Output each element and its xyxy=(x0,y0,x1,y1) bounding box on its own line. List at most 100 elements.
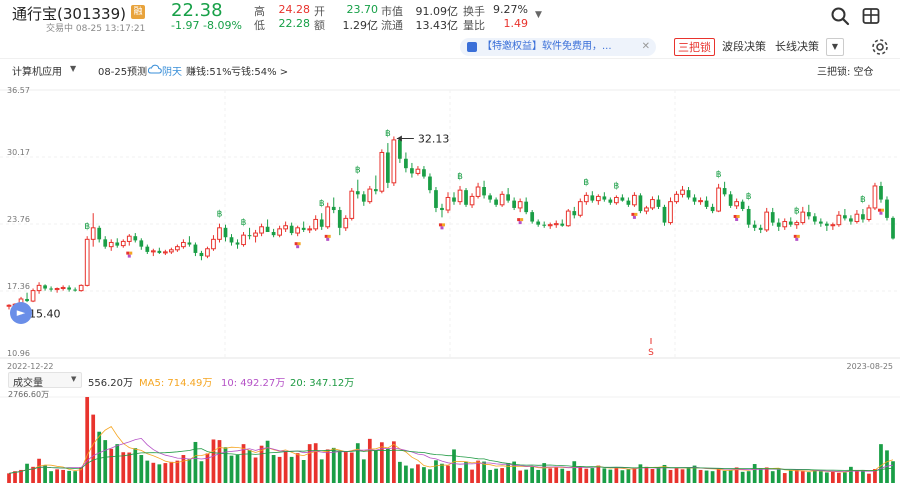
ma10-line xyxy=(8,437,894,474)
volume-bar xyxy=(843,472,847,483)
high-label: 高 xyxy=(254,5,265,18)
signal-block xyxy=(518,221,522,225)
candle-body xyxy=(415,168,421,174)
open-value: 23.70 xyxy=(346,3,379,16)
candle-body xyxy=(475,186,481,197)
volume-bar xyxy=(680,469,685,483)
industry-label[interactable]: 计算机应用 xyxy=(12,67,62,78)
volume-bar xyxy=(229,455,234,483)
candle-body xyxy=(199,252,204,257)
volume-bar xyxy=(49,471,53,483)
volume-bar xyxy=(548,468,553,483)
industry-dropdown-icon[interactable]: ▼ xyxy=(70,64,77,73)
candle-body xyxy=(879,185,883,200)
volume-bar xyxy=(620,470,625,483)
close-promo-icon[interactable]: ✕ xyxy=(641,41,650,52)
volume-bar xyxy=(638,464,643,483)
volume-bar xyxy=(283,451,288,483)
candle-body xyxy=(530,212,535,222)
changxian-button[interactable]: 长线决策 xyxy=(775,40,819,53)
volume-bar xyxy=(867,473,871,483)
volume-bar xyxy=(367,438,372,483)
candle-body xyxy=(656,199,661,207)
volume-bar xyxy=(530,466,535,483)
volratio-label: 量比 xyxy=(463,19,485,32)
signal-block xyxy=(327,234,331,238)
volume-bar xyxy=(698,469,703,483)
volume-bar xyxy=(434,460,438,483)
candle-body xyxy=(469,195,475,206)
volume-bar xyxy=(217,440,222,483)
y-tick-label: 10.96 xyxy=(7,349,30,358)
volume-bar xyxy=(668,469,673,483)
signal-block xyxy=(129,251,133,255)
watchlist-icon[interactable] xyxy=(861,6,881,26)
indicator-selector[interactable]: 成交量 ▼ xyxy=(8,372,82,389)
volume-bar xyxy=(205,453,210,483)
candle-body xyxy=(115,242,120,246)
candle-body xyxy=(25,298,29,302)
volume-bar xyxy=(440,463,444,483)
candle-body xyxy=(830,224,836,227)
signal-block xyxy=(877,208,881,212)
boduan-button[interactable]: 波段决策 xyxy=(722,40,766,53)
candle-body xyxy=(716,187,721,212)
volume-bar xyxy=(115,444,120,483)
more-dropdown-button[interactable]: ▼ xyxy=(826,38,844,56)
volume-ma-lines xyxy=(8,425,894,474)
signal-block xyxy=(796,234,800,238)
candle-body xyxy=(752,224,757,228)
candle-body xyxy=(265,226,270,233)
volume-bar xyxy=(861,471,865,483)
volume-bar xyxy=(361,459,366,483)
kline-chart-area[interactable]: ฿฿฿฿฿฿฿฿฿฿฿฿฿ S 36.57 30.17 23.76 17.36 10.96… xyxy=(0,80,900,485)
candle-body xyxy=(577,201,583,216)
volume-bar xyxy=(235,455,240,483)
candle-body xyxy=(126,235,132,242)
candle-body xyxy=(885,199,889,218)
volume-bar xyxy=(482,461,486,483)
signal-block xyxy=(793,234,797,238)
play-replay-button[interactable]: ► xyxy=(10,302,32,324)
expand-quote-icon[interactable]: ▼ xyxy=(535,10,542,20)
volume-bar xyxy=(211,439,216,483)
price-change: -1.97 xyxy=(171,19,200,32)
volume-bar xyxy=(295,453,300,483)
volume-bar xyxy=(379,442,384,483)
volume-bars xyxy=(7,397,895,483)
candle-body xyxy=(103,239,108,247)
candlestick-series xyxy=(6,136,895,310)
candle-body xyxy=(36,284,42,292)
candle-body xyxy=(331,206,336,211)
volume-bar xyxy=(373,450,378,483)
buy-signal-mark: ฿ xyxy=(794,206,800,216)
sanbasuo-button[interactable]: 三把锁 xyxy=(674,38,715,56)
volume-bar xyxy=(488,469,492,483)
gear-icon[interactable] xyxy=(871,38,889,56)
indicator-dropdown-icon: ▼ xyxy=(71,375,77,383)
loss-ratio[interactable]: 亏钱:54% > xyxy=(231,67,289,78)
volume-bar xyxy=(13,471,17,483)
candle-body xyxy=(422,169,426,177)
buy-signal-mark: ฿ xyxy=(746,192,752,202)
candle-body xyxy=(704,200,709,207)
volume-bar xyxy=(73,471,78,483)
kline-chart[interactable]: ฿฿฿฿฿฿฿฿ ฿฿฿฿฿S 36.5730.1723.7617.3610.96… xyxy=(0,80,900,485)
candle-body xyxy=(494,199,498,205)
volume-bar xyxy=(674,467,679,483)
volume-bar xyxy=(398,461,402,483)
volume-bar xyxy=(19,469,23,483)
buy-signal-mark: ฿ xyxy=(614,181,620,191)
volume-bar xyxy=(596,465,601,483)
search-icon[interactable] xyxy=(830,6,850,26)
candle-body xyxy=(662,206,667,223)
volume-bar xyxy=(289,456,294,483)
buy-signal-mark: ฿ xyxy=(583,178,589,188)
candle-body xyxy=(499,193,505,206)
volume-bar xyxy=(61,469,65,483)
volume-bar xyxy=(614,467,619,483)
candle-body xyxy=(812,216,817,222)
volume-bar xyxy=(662,464,667,483)
candle-body xyxy=(668,201,673,224)
promo-banner[interactable]: 【特邀权益】软件免费用，... ✕ xyxy=(460,38,656,56)
